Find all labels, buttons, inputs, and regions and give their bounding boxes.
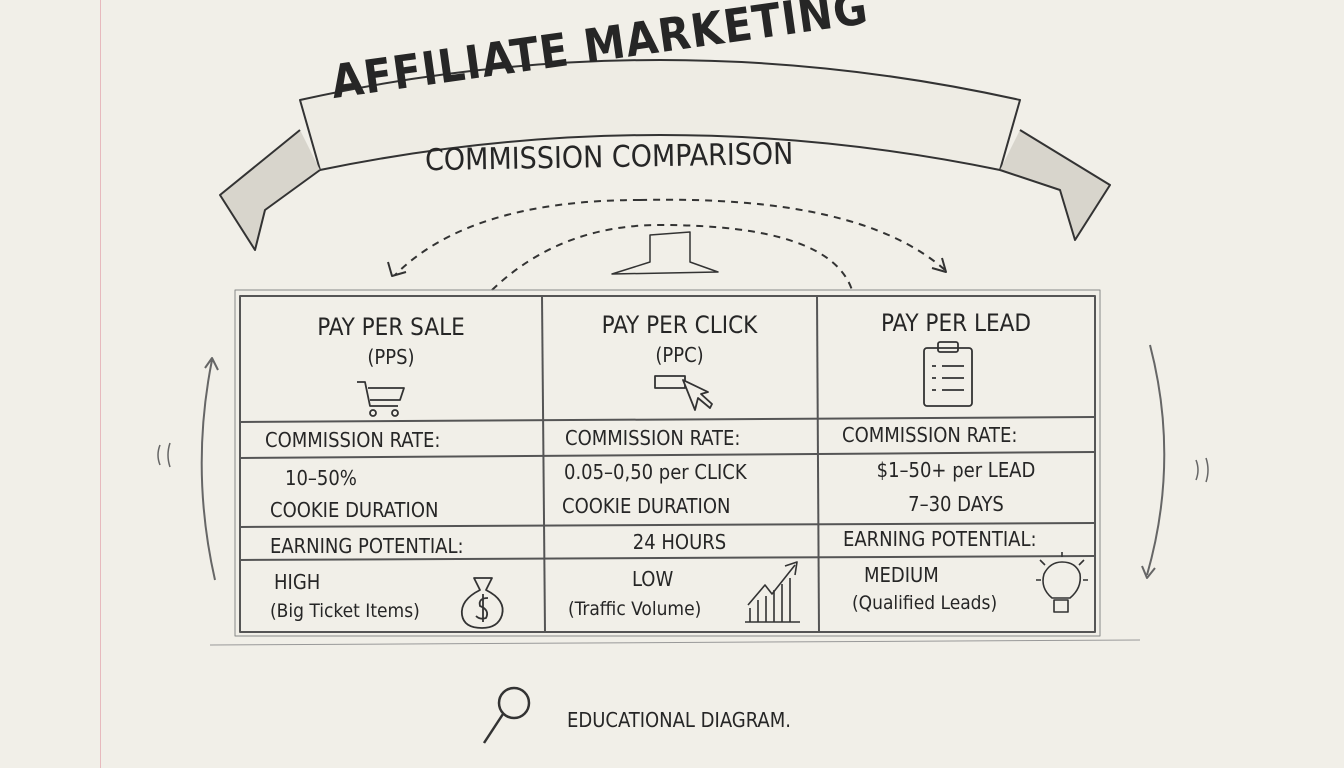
dashed-arrow-right — [639, 198, 946, 271]
dashed-arrow-left — [394, 199, 641, 276]
footer-label: EDUCATIONAL DIAGRAM. — [567, 708, 791, 732]
magnifier-icon — [482, 686, 531, 744]
ppl-cookie-value: 7–30 DAYS — [908, 492, 1004, 516]
pps-commission-value: 10–50% — [285, 466, 357, 490]
ppc-commission-label: COMMISSION RATE: — [565, 426, 741, 450]
motion-marks — [157, 442, 1209, 483]
ppc-cookie-label: COOKIE DURATION — [562, 494, 731, 518]
lightbulb-icon — [1036, 552, 1088, 613]
dashed-arc-inner — [491, 224, 853, 291]
growth-chart-icon — [745, 561, 800, 623]
pps-abbr: (PPS) — [367, 345, 415, 369]
shopping-cart-icon — [357, 381, 405, 417]
paper-margin-line — [100, 0, 101, 768]
cursor-click-icon — [654, 375, 713, 411]
banner-right-tail — [999, 129, 1111, 241]
ppc-cookie-value: 24 HOURS — [632, 530, 727, 554]
ppc-title: PAY PER CLICK — [601, 311, 758, 339]
pps-cookie-label: COOKIE DURATION — [270, 498, 439, 522]
ppl-earning-note: (Qualified Leads) — [852, 592, 998, 614]
pps-earning-note: (Big Ticket Items) — [270, 600, 420, 622]
money-bag-icon — [460, 577, 504, 629]
ppl-title: PAY PER LEAD — [881, 309, 1031, 337]
side-arc-arrows — [200, 357, 219, 581]
ppl-commission-label: COMMISSION RATE: — [842, 423, 1018, 447]
pps-title: PAY PER SALE — [317, 313, 465, 341]
stump-sketch — [611, 231, 719, 275]
clipboard-icon — [923, 341, 973, 407]
ppl-earning-value: MEDIUM — [864, 563, 939, 587]
side-arc-arrows-right — [1141, 344, 1166, 579]
pps-commission-label: COMMISSION RATE: — [265, 428, 441, 452]
banner-left-tail — [219, 129, 321, 251]
ppl-commission-value: $1–50+ per LEAD — [876, 458, 1036, 482]
pps-earning-label: EARNING POTENTIAL: — [270, 534, 464, 558]
ppc-earning-note: (Traffic Volume) — [568, 598, 702, 620]
ppc-abbr: (PPC) — [655, 343, 704, 367]
arrowheads — [387, 257, 947, 277]
banner-subtitle: COMMISSION COMPARISON — [424, 136, 794, 179]
pps-earning-value: HIGH — [274, 570, 321, 594]
banner-ribbon — [299, 59, 1021, 171]
ppc-commission-value: 0.05–0,50 per CLICK — [564, 460, 747, 484]
ppl-earning-label: EARNING POTENTIAL: — [843, 527, 1037, 551]
comparison-table — [209, 289, 1141, 646]
ppc-earning-value: LOW — [632, 567, 674, 591]
